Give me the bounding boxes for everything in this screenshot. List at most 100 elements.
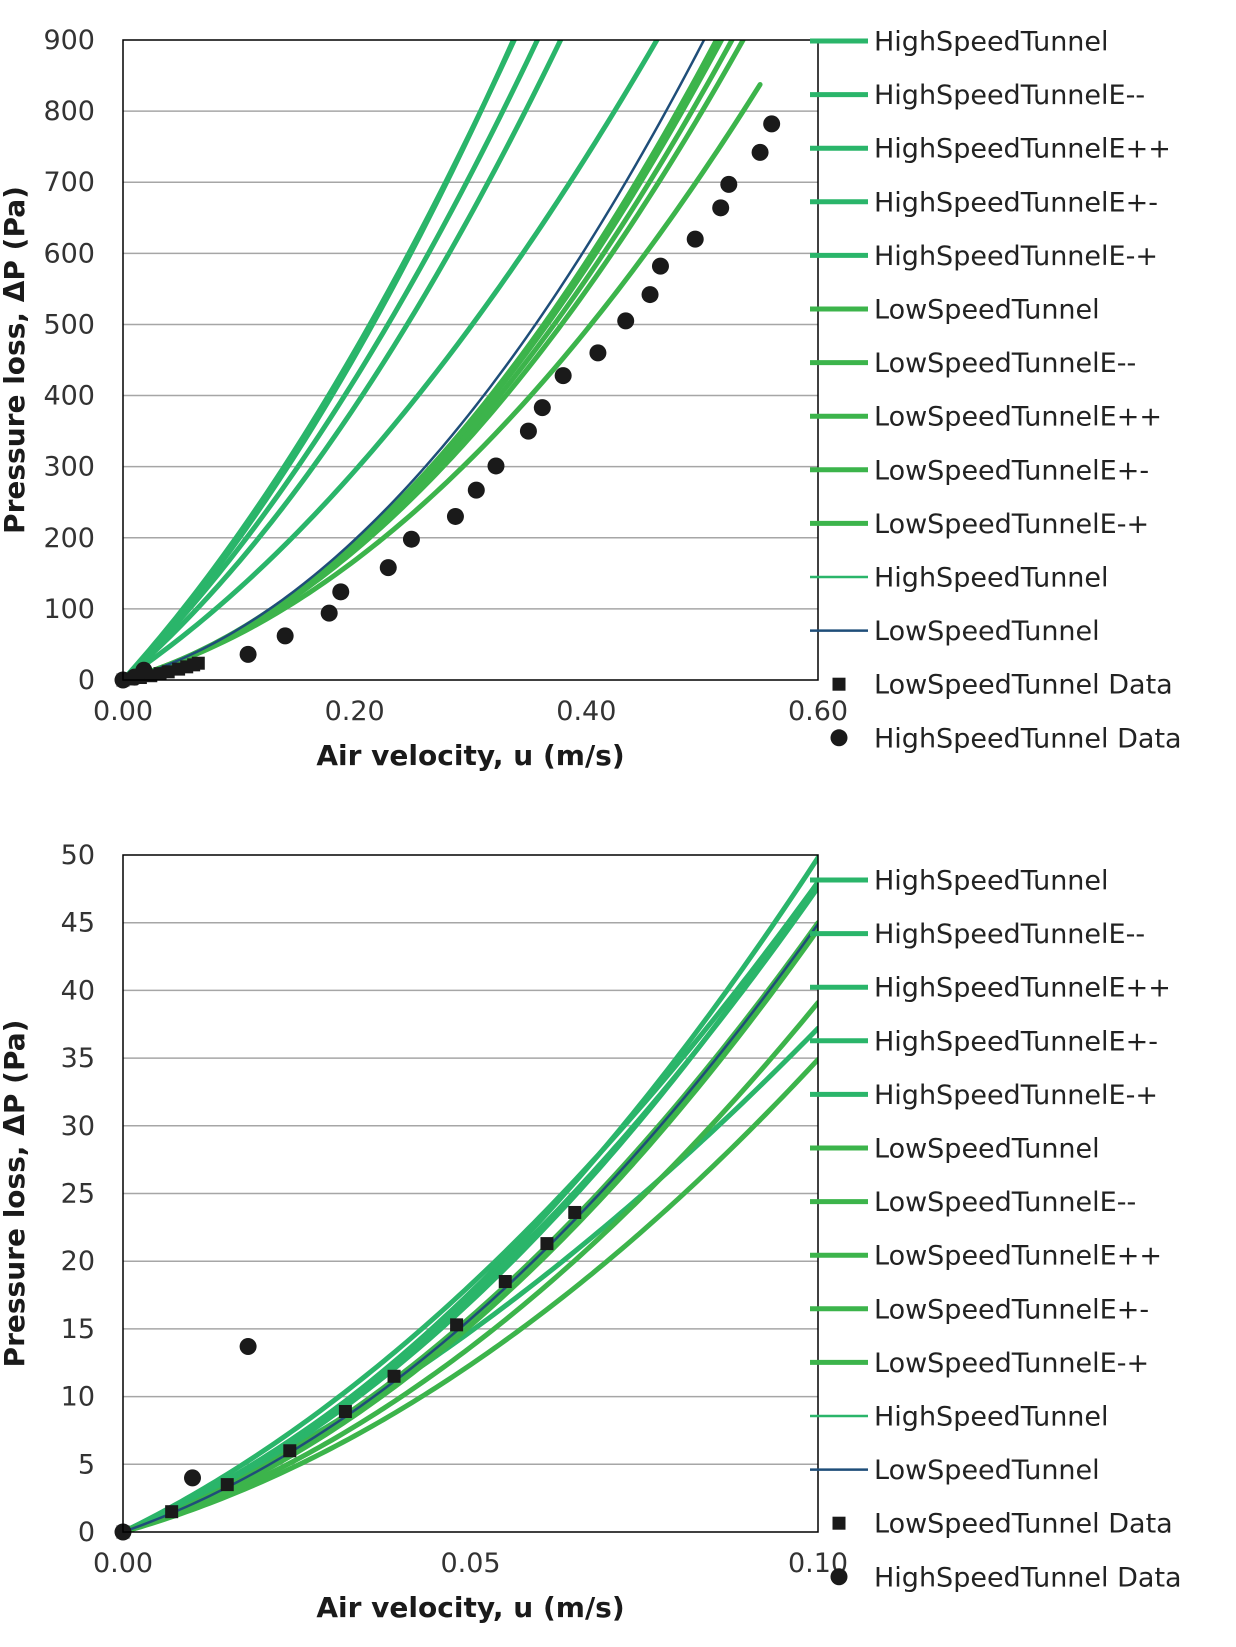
model-curve-2: [123, 879, 818, 1532]
x-tick-label: 0.40: [556, 696, 616, 727]
low-speed-data-point: [165, 1505, 179, 1519]
x-tick-label: 0.20: [325, 696, 385, 727]
y-tick-label: 200: [43, 523, 95, 554]
legend-label: LowSpeedTunnelE++: [874, 1241, 1162, 1272]
legend-label: HighSpeedTunnelE++: [874, 973, 1171, 1004]
legend-swatch-square: [832, 677, 846, 691]
high-speed-data-point: [467, 481, 485, 499]
model-curve-6: [123, 40, 720, 680]
model-curve-11: [123, 856, 818, 1532]
high-speed-data-point: [519, 422, 537, 440]
high-speed-data-point: [554, 367, 572, 385]
y-tick-label: 35: [61, 1043, 95, 1074]
legend-label: LowSpeedTunnel: [874, 1455, 1100, 1486]
y-tick-label: 800: [43, 96, 95, 127]
y-tick-label: 100: [43, 594, 95, 625]
plot-frame: [122, 854, 819, 1533]
legend-label: HighSpeedTunnelE-+: [874, 1080, 1158, 1111]
legend-label: HighSpeedTunnelE++: [874, 134, 1171, 165]
low-speed-data-point: [540, 1237, 554, 1251]
model-curve-12: [123, 40, 706, 680]
legend-label: LowSpeedTunnelE--: [874, 1187, 1136, 1218]
high-speed-data-point: [332, 583, 350, 601]
model-curve-4: [123, 1025, 818, 1532]
high-speed-data-point: [402, 530, 420, 548]
plot-frame: [122, 39, 819, 681]
y-tick-label: 0: [78, 1517, 95, 1548]
legend-label: HighSpeedTunnel: [874, 1402, 1109, 1433]
legend-label: HighSpeedTunnel Data: [874, 1562, 1182, 1593]
x-tick-label: 0.00: [93, 696, 153, 727]
y-tick-label: 0: [78, 665, 95, 696]
low-speed-data-point: [220, 1478, 234, 1492]
y-axis-title: Pressure loss, ΔP (Pa): [0, 1020, 31, 1368]
low-speed-data-point: [387, 1369, 401, 1383]
legend: HighSpeedTunnel HighSpeedTunnelE-- HighSpe…: [810, 866, 1182, 1593]
model-curve-8: [123, 1000, 818, 1532]
high-speed-data-point: [763, 115, 781, 133]
high-speed-data-point: [487, 457, 505, 475]
y-axis-title: Pressure loss, ΔP (Pa): [0, 186, 31, 534]
legend-label: LowSpeedTunnel Data: [874, 1509, 1173, 1540]
high-speed-data-point: [720, 175, 738, 193]
x-axis-title: Air velocity, u (m/s): [316, 1591, 624, 1624]
legend-label: LowSpeedTunnel: [874, 616, 1100, 647]
high-speed-data-point: [641, 286, 659, 304]
legend-label: LowSpeedTunnelE+-: [874, 1294, 1149, 1325]
legend-label: HighSpeedTunnel: [874, 27, 1109, 58]
high-speed-data-point: [589, 344, 607, 362]
model-curve-1: [123, 40, 517, 680]
legend-label: HighSpeedTunnel: [874, 866, 1109, 897]
high-speed-data-point: [379, 559, 397, 577]
model-curves: [123, 40, 763, 680]
model-curve-8: [123, 40, 725, 680]
high-speed-data-point: [239, 1338, 257, 1356]
high-speed-data-point: [751, 143, 769, 161]
legend-swatch-circle: [830, 729, 848, 747]
legend-swatch-circle: [830, 1568, 848, 1586]
x-tick-label: 0.60: [788, 696, 848, 727]
high-speed-data-point: [686, 230, 704, 248]
high-speed-data-point: [276, 627, 294, 645]
model-curve-10: [123, 1056, 818, 1532]
low-speed-data-point: [161, 665, 175, 679]
legend-label: HighSpeedTunnelE+-: [874, 187, 1158, 218]
legend-swatch-square: [832, 1516, 846, 1530]
y-tick-label: 40: [61, 975, 95, 1006]
model-curve-6: [123, 921, 818, 1532]
low-speed-data-point: [498, 1275, 512, 1289]
chart-top: 0 100 200 300 400 500 600 700 800 900 0.00 0.20 0.40…: [0, 25, 1182, 772]
model-curve-5: [123, 885, 818, 1532]
y-tick-label: 700: [43, 167, 95, 198]
legend-label: LowSpeedTunnelE-+: [874, 509, 1149, 540]
low-speed-data-point: [568, 1205, 582, 1219]
legend-label: LowSpeedTunnelE-+: [874, 1348, 1149, 1379]
high-speed-data-point: [320, 604, 338, 622]
high-speed-data-point: [239, 645, 257, 663]
y-tick-label: 50: [61, 840, 95, 871]
model-curve-3: [123, 879, 818, 1532]
legend: HighSpeedTunnel HighSpeedTunnelE-- HighSpe…: [810, 27, 1182, 754]
y-tick-label: 15: [61, 1314, 95, 1345]
y-tick-label: 300: [43, 452, 95, 483]
y-tick-label: 25: [61, 1179, 95, 1210]
legend-label: LowSpeedTunnelE--: [874, 348, 1136, 379]
legend-label: LowSpeedTunnel Data: [874, 670, 1173, 701]
model-curve-7: [123, 920, 818, 1532]
model-curve-12: [123, 922, 818, 1532]
x-tick-label: 0.00: [93, 1548, 153, 1579]
low-speed-data-point: [283, 1444, 297, 1458]
legend-label: LowSpeedTunnel: [874, 1134, 1100, 1165]
legend-label: LowSpeedTunnelE+-: [874, 455, 1149, 486]
y-tick-label: 500: [43, 309, 95, 340]
legend-label: LowSpeedTunnel: [874, 295, 1100, 326]
model-curve-2: [123, 40, 660, 680]
y-tick-label: 10: [61, 1382, 95, 1413]
y-tick-label: 20: [61, 1246, 95, 1277]
model-curve-9: [123, 926, 818, 1532]
high-speed-data-point: [651, 257, 669, 275]
model-curve-1: [123, 855, 818, 1532]
model-curve-11: [123, 40, 515, 680]
